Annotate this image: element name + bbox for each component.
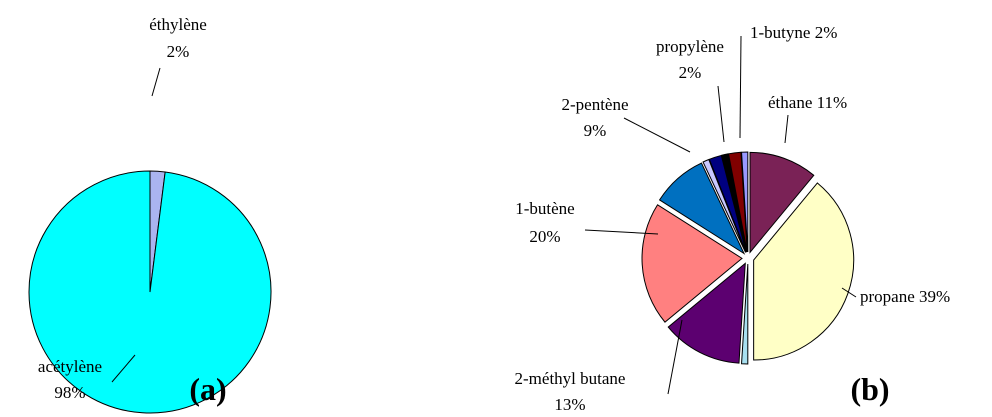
leader-line [739,35,742,139]
leader-line [784,114,789,144]
slice-label-group: 1-butyne 2% [750,23,837,42]
slice-value-label: 9% [584,121,607,140]
pie-slice [708,154,747,253]
slice-label: 1-butyne [750,23,810,42]
pie-slice [741,263,749,365]
slice-label: 2-pentène [561,95,628,114]
slice-value-label: 98% [54,383,85,402]
slice-label-group: propane 39% [860,287,950,306]
pie-slice [28,170,272,414]
leader-line [841,287,857,298]
leader-line [151,67,161,97]
leader-line [584,229,659,235]
slice-label: éthylène [149,15,207,34]
slice-label: 2-méthyl butane [515,369,626,388]
slice-value-label: 20% [529,227,560,246]
slice-value-label: 13% [554,395,585,414]
pie-slice [741,151,749,253]
leader-line [717,85,725,143]
leader-line [623,117,691,153]
slice-value-label: 2% [815,23,838,42]
leader-line [667,319,683,395]
panel-label: (b) [850,371,889,407]
pie-slice [641,204,743,323]
slice-label: éthane [768,93,812,112]
slice-value-label: 2% [679,63,702,82]
slice-label: propane [860,287,915,306]
slice-value-label: 2% [167,42,190,61]
pie-slice [702,158,747,253]
pie-slice [721,153,748,253]
leader-line [111,354,136,383]
slice-value-label: 11% [817,93,848,112]
pie-slice [749,151,815,254]
slice-label-group: éthane 11% [768,93,847,112]
slice-label: propylène [656,37,724,56]
pie-slice [667,262,746,364]
slice-label: acétylène [38,357,102,376]
slice-label: 1-butène [515,199,574,218]
pie-slice [727,151,748,253]
pie-slice [658,162,746,255]
panel-label: (a) [189,371,226,407]
slice-value-label: 39% [919,287,950,306]
pie-slice [753,182,855,361]
